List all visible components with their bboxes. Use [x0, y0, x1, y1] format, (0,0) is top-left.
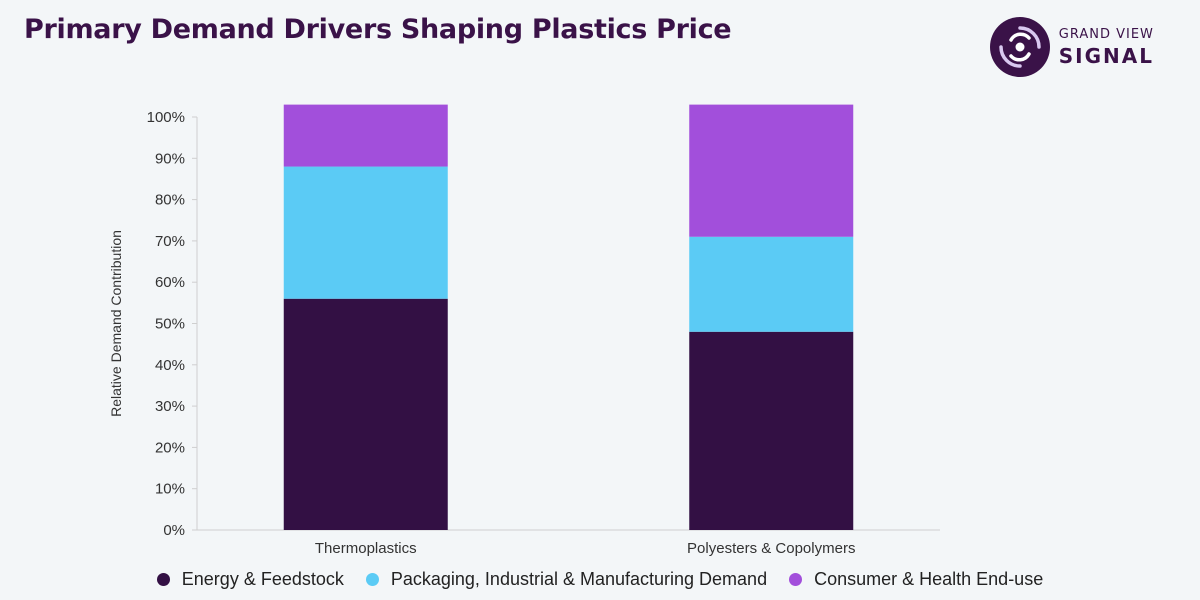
y-tick-label: 80%: [155, 192, 185, 209]
legend-swatch: [789, 573, 803, 586]
bar-segment-polyesters-copolymers-2: [689, 104, 854, 237]
signal-swirl-icon: [989, 17, 1050, 77]
bar-segment-polyesters-copolymers-1: [689, 236, 854, 332]
y-tick-label: 90%: [155, 150, 185, 167]
y-tick-label: 50%: [155, 316, 185, 333]
legend-item: Packaging, Industrial & Manufacturing De…: [365, 569, 768, 590]
logo-line-2: SIGNAL: [1058, 43, 1154, 68]
legend-label: Consumer & Health End-use: [814, 569, 1044, 589]
bar-segment-polyesters-copolymers-0: [689, 331, 854, 530]
x-tick-label: Thermoplastics: [315, 540, 417, 557]
y-axis-title: Relative Demand Contribution: [108, 230, 124, 417]
y-tick-label: 0%: [163, 522, 185, 539]
y-tick-label: 40%: [155, 357, 185, 374]
y-tick-label: 10%: [155, 481, 185, 498]
legend-label: Packaging, Industrial & Manufacturing De…: [390, 569, 768, 589]
chart-legend: Energy & Feedstock Packaging, Industrial …: [0, 569, 1200, 590]
x-tick-label: Polyesters & Copolymers: [687, 540, 855, 557]
logo-line-1: GRAND VIEW: [1058, 26, 1154, 42]
y-tick-label: 100%: [147, 109, 185, 126]
y-tick-label: 30%: [155, 398, 185, 415]
stacked-bar-chart: 0% 10% 20% 30% 40% 50% 60% 70% 80% 90% 100% Relativ…: [108, 104, 940, 557]
y-tick-label: 60%: [155, 274, 185, 291]
legend-swatch: [365, 573, 379, 586]
bar-segment-thermoplastics-2: [283, 104, 448, 167]
chart-title: Primary Demand Drivers Shaping Plastics …: [24, 14, 732, 45]
brand-logo: GRAND VIEW SIGNAL: [989, 16, 1154, 78]
bar-segment-thermoplastics-0: [283, 298, 448, 530]
legend-label: Energy & Feedstock: [181, 569, 344, 589]
legend-item: Energy & Feedstock: [156, 569, 344, 590]
bar-segment-thermoplastics-1: [283, 166, 448, 299]
legend-swatch: [156, 573, 170, 586]
y-tick-label: 70%: [155, 233, 185, 250]
y-tick-label: 20%: [155, 439, 185, 456]
legend-item: Consumer & Health End-use: [789, 569, 1043, 590]
